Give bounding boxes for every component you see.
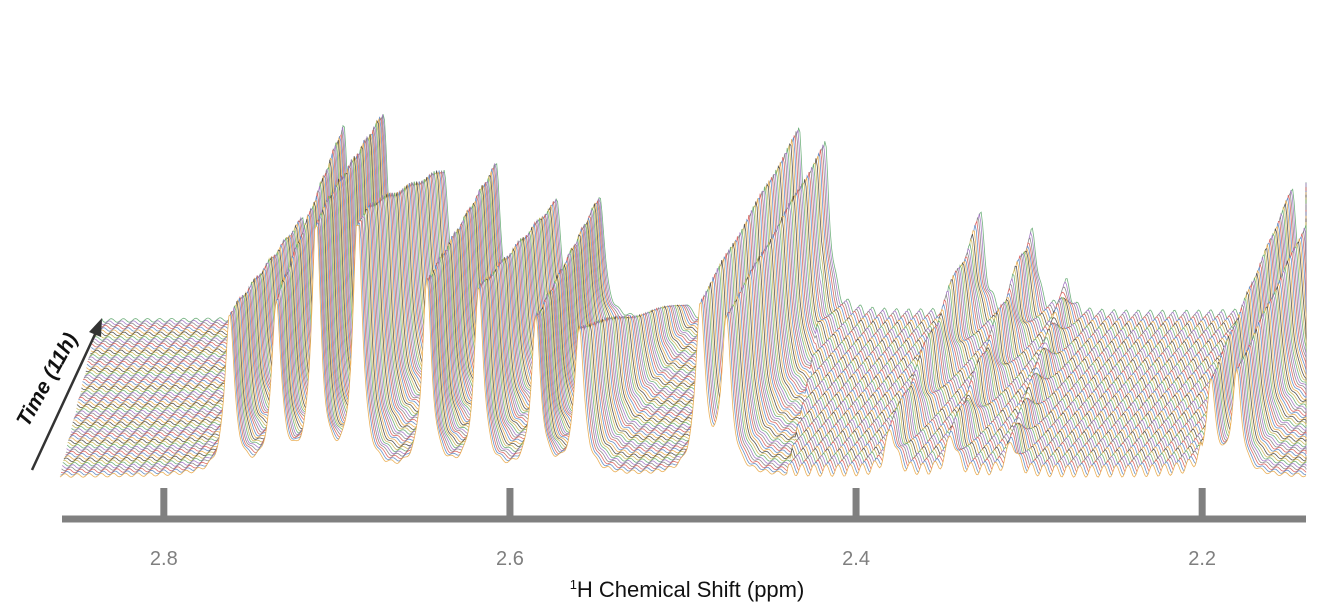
x-ticks: 2.8 2.6 2.4 2.2 bbox=[150, 488, 1216, 570]
x-axis: 2.8 2.6 2.4 2.2 bbox=[62, 488, 1306, 570]
trace-fill bbox=[68, 160, 1307, 397]
x-tick-label: 2.2 bbox=[1188, 548, 1216, 570]
trace-fill bbox=[30, 225, 1306, 480]
x-axis-title: 1H Chemical Shift (ppm) bbox=[570, 577, 805, 602]
spectrum-trace bbox=[59, 224, 1307, 478]
x-axis-title-superscript: 1 bbox=[570, 577, 577, 592]
x-tick-label: 2.8 bbox=[150, 548, 178, 570]
x-axis-title-main: H Chemical Shift (ppm) bbox=[577, 577, 804, 602]
time-arrow bbox=[30, 329, 99, 471]
spectra-traces bbox=[30, 114, 1307, 480]
x-tick-label: 2.6 bbox=[496, 548, 524, 570]
time-arrowhead bbox=[89, 318, 102, 337]
x-tick-label: 2.4 bbox=[842, 548, 870, 570]
